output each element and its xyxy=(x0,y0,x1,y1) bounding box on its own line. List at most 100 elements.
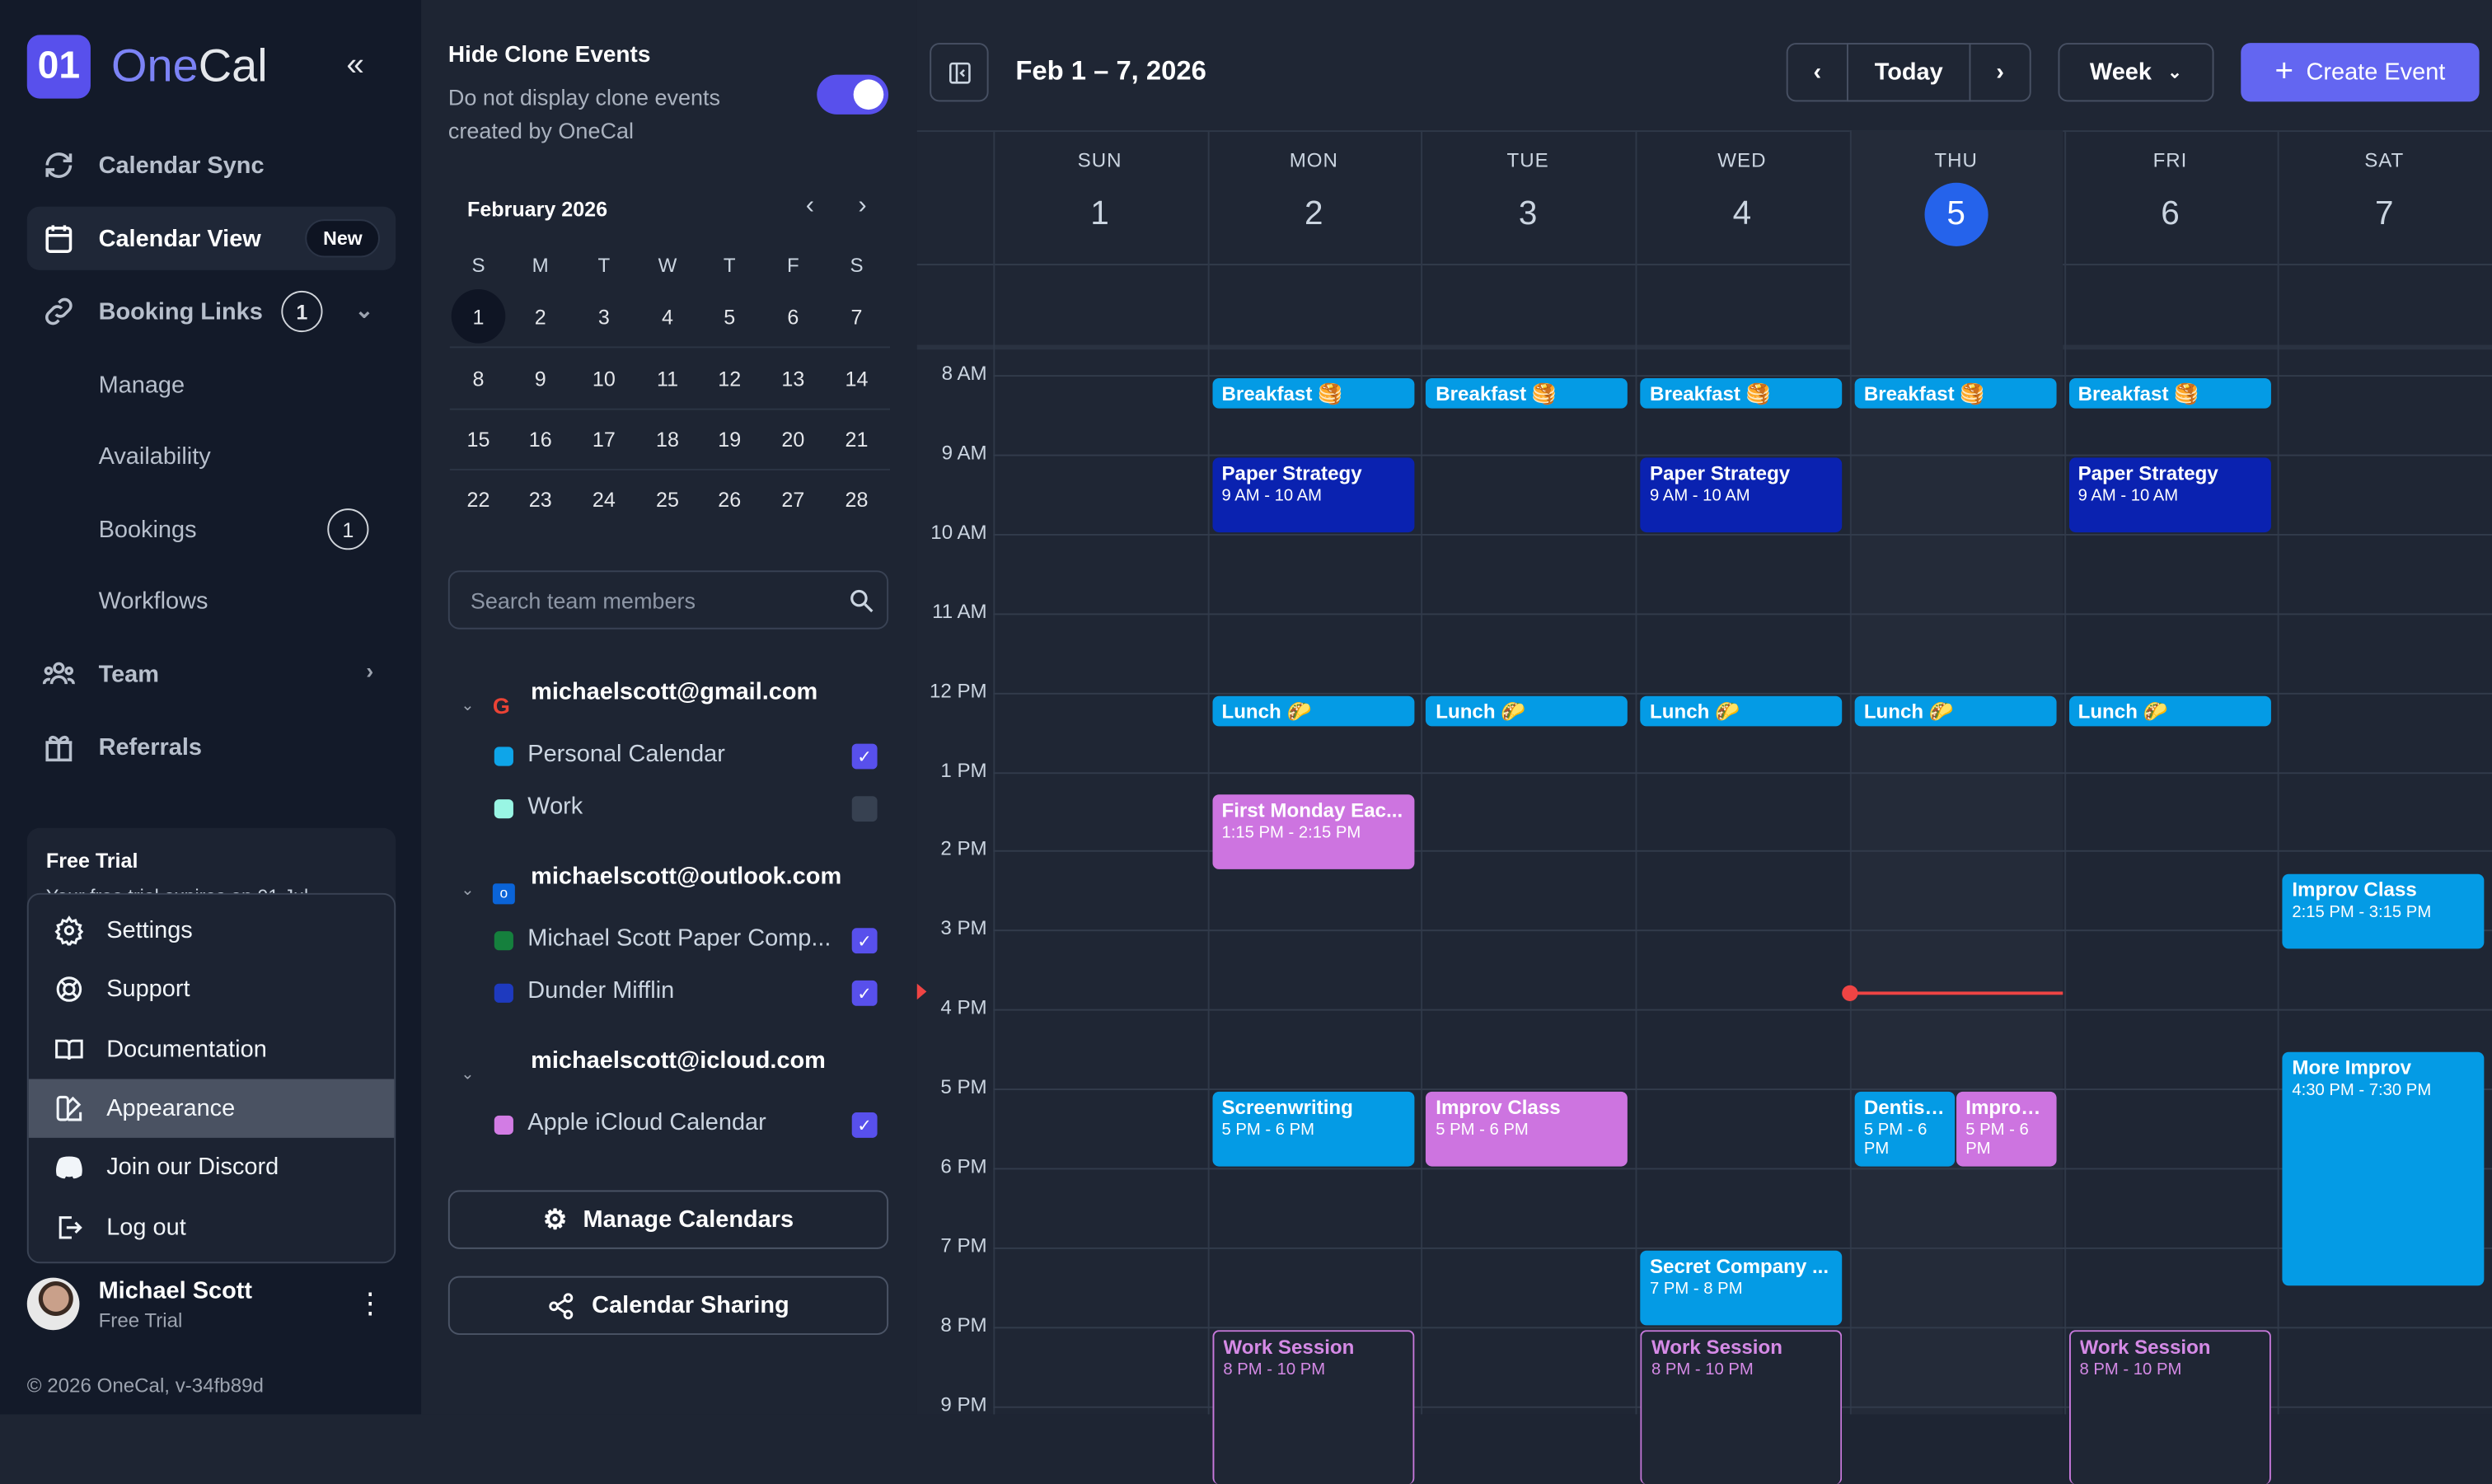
menu-item-settings[interactable]: Settings xyxy=(29,901,395,959)
view-select[interactable]: Week ⌄ xyxy=(2058,43,2214,102)
calendar-event[interactable]: Dentist Appointment5 PM - 6 PM xyxy=(1854,1092,1955,1167)
calendar-event[interactable]: Lunch 🌮 xyxy=(1854,695,2057,727)
mini-calendar-day[interactable]: 9 xyxy=(534,366,546,391)
calendar-event[interactable]: Breakfast 🥞 xyxy=(2068,377,2270,410)
calendar-checkbox[interactable]: ✓ xyxy=(851,980,878,1006)
mini-calendar-day[interactable]: 25 xyxy=(656,487,679,512)
calendar-event[interactable]: Screenwriting 5 PM - 6 PM xyxy=(1211,1092,1414,1167)
mini-calendar-day[interactable]: 3 xyxy=(597,304,610,329)
mini-calendar-day[interactable]: 22 xyxy=(466,487,490,512)
mini-calendar-day[interactable]: 6 xyxy=(787,304,799,329)
calendar-checkbox[interactable]: ✓ xyxy=(851,743,878,770)
calendar-event[interactable]: More Improv 4:30 PM - 7:30 PM xyxy=(2282,1051,2485,1285)
calendar-event[interactable]: Improv... 5 PM - 6 PM xyxy=(1956,1092,2057,1167)
mini-calendar-day[interactable]: 27 xyxy=(781,487,805,512)
calendar-event[interactable]: Work Session 8 PM - 10 PM xyxy=(1640,1329,1843,1484)
mini-calendar-day[interactable]: 26 xyxy=(718,487,742,512)
calendar-event[interactable]: Lunch 🌮 xyxy=(1640,695,1843,727)
next-week-button[interactable]: › xyxy=(1969,43,2031,102)
search-team-members-input[interactable]: Search team members xyxy=(447,570,889,630)
create-event-button[interactable]: + Create Event xyxy=(2241,43,2480,102)
calendar-checkbox[interactable] xyxy=(851,796,878,822)
sidebar-item-manage[interactable]: Manage xyxy=(27,353,396,416)
mini-calendar-day[interactable]: 11 xyxy=(656,366,679,391)
collapse-account-icon[interactable]: ⌄ xyxy=(461,882,475,900)
mini-calendar-day[interactable]: 4 xyxy=(662,304,673,329)
collapse-sidebar-icon[interactable]: « xyxy=(346,47,364,83)
mini-calendar-day[interactable]: 13 xyxy=(781,366,805,391)
sidebar-item-referrals[interactable]: Referrals xyxy=(27,715,396,779)
collapse-account-icon[interactable]: ⌄ xyxy=(461,697,475,715)
mini-calendar-day[interactable]: 20 xyxy=(781,426,805,451)
mini-calendar-day[interactable]: 8 xyxy=(472,366,485,391)
calendar-event[interactable]: Improv Class 5 PM - 6 PM xyxy=(1426,1092,1628,1167)
chevron-down-icon[interactable]: ⌄ xyxy=(354,297,374,323)
next-month-icon[interactable]: › xyxy=(858,192,867,220)
menu-item-support[interactable]: Support xyxy=(29,960,395,1018)
sidebar-item-workflows[interactable]: Workflows xyxy=(27,569,396,632)
manage-calendars-button[interactable]: ⚙ Manage Calendars xyxy=(447,1190,889,1249)
sidebar-item-booking-links[interactable]: Booking Links 1 ⌄ xyxy=(27,279,396,343)
calendar-event[interactable]: Breakfast 🥞 xyxy=(1854,377,2057,410)
search-icon[interactable] xyxy=(847,587,876,616)
calendar-event[interactable]: Work Session 8 PM - 10 PM xyxy=(2068,1329,2270,1484)
mini-calendar-day[interactable]: 21 xyxy=(845,426,869,451)
calendar-event[interactable]: Breakfast 🥞 xyxy=(1426,377,1628,410)
day-number[interactable]: 5 xyxy=(1924,182,1988,246)
calendar-event[interactable]: Breakfast 🥞 xyxy=(1640,377,1843,410)
collapse-account-icon[interactable]: ⌄ xyxy=(461,1066,475,1084)
mini-calendar-day[interactable]: 2 xyxy=(534,304,546,329)
mini-calendar-day[interactable]: 12 xyxy=(718,366,742,391)
sidebar-item-calendar-sync[interactable]: Calendar Sync xyxy=(27,133,396,197)
calendar-event[interactable]: Secret Company ... 7 PM - 8 PM xyxy=(1640,1250,1843,1326)
sidebar-item-bookings[interactable]: Bookings 1 xyxy=(27,498,396,561)
mini-calendar-day[interactable]: 15 xyxy=(466,426,490,451)
sidebar-item-team[interactable]: Team › xyxy=(27,642,396,705)
mini-calendar-day[interactable]: 7 xyxy=(850,304,863,329)
toggle-panel-button[interactable] xyxy=(930,43,989,102)
day-number[interactable]: 3 xyxy=(1518,195,1538,232)
prev-month-icon[interactable]: ‹ xyxy=(805,192,815,220)
menu-item-documentation[interactable]: Documentation xyxy=(29,1019,395,1078)
day-number[interactable]: 4 xyxy=(1732,195,1752,232)
menu-item-join-our-discord[interactable]: Join our Discord xyxy=(29,1138,395,1196)
mini-calendar-day[interactable]: 1 xyxy=(451,288,506,344)
sidebar-item-availability[interactable]: Availability xyxy=(27,424,396,488)
mini-calendar-day[interactable]: 16 xyxy=(528,426,552,451)
mini-calendar-day[interactable]: 14 xyxy=(845,366,869,391)
day-number[interactable]: 7 xyxy=(2374,195,2394,232)
mini-calendar-day[interactable]: 18 xyxy=(656,426,679,451)
menu-item-appearance[interactable]: Appearance xyxy=(28,1079,395,1138)
mini-calendar-day[interactable]: 23 xyxy=(528,487,552,512)
mini-calendar-day[interactable]: 24 xyxy=(592,487,616,512)
mini-calendar-day[interactable]: 17 xyxy=(592,426,616,451)
calendar-event[interactable]: Improv Class 2:15 PM - 3:15 PM xyxy=(2282,873,2485,948)
day-number[interactable]: 6 xyxy=(2161,195,2180,232)
calendar-sharing-button[interactable]: Calendar Sharing xyxy=(447,1276,889,1335)
sidebar-item-calendar-view[interactable]: Calendar View New xyxy=(26,206,396,270)
more-options-icon[interactable]: ⋮ xyxy=(355,1287,385,1319)
day-number[interactable]: 1 xyxy=(1090,195,1109,232)
calendar-event[interactable]: Lunch 🌮 xyxy=(2068,695,2270,727)
mini-calendar-day[interactable]: 5 xyxy=(724,304,736,329)
weekday-label: S xyxy=(471,254,485,277)
calendar-event[interactable]: Paper Strategy 9 AM - 10 AM xyxy=(1211,457,1414,532)
calendar-event[interactable]: Lunch 🌮 xyxy=(1211,695,1414,727)
mini-calendar-day[interactable]: 10 xyxy=(592,366,616,391)
previous-week-button[interactable]: ‹ xyxy=(1786,43,1848,102)
hide-clone-toggle[interactable] xyxy=(817,74,889,115)
calendar-event[interactable]: Breakfast 🥞 xyxy=(1211,377,1414,410)
calendar-checkbox[interactable]: ✓ xyxy=(851,1112,878,1138)
calendar-event[interactable]: Paper Strategy 9 AM - 10 AM xyxy=(1640,457,1843,532)
calendar-event[interactable]: Work Session 8 PM - 10 PM xyxy=(1211,1329,1414,1484)
calendar-event[interactable]: Lunch 🌮 xyxy=(1426,695,1628,727)
today-button[interactable]: Today xyxy=(1846,43,1971,102)
mini-calendar-day[interactable]: 28 xyxy=(845,487,869,512)
calendar-event[interactable]: First Monday Eac... 1:15 PM - 2:15 PM xyxy=(1211,794,1414,869)
calendar-event[interactable]: Paper Strategy 9 AM - 10 AM xyxy=(2068,457,2270,532)
mini-calendar-day[interactable]: 19 xyxy=(718,426,742,451)
calendar-icon xyxy=(45,225,73,253)
menu-item-log-out[interactable]: Log out xyxy=(29,1197,395,1256)
calendar-checkbox[interactable]: ✓ xyxy=(851,928,878,954)
day-number[interactable]: 2 xyxy=(1305,195,1323,232)
